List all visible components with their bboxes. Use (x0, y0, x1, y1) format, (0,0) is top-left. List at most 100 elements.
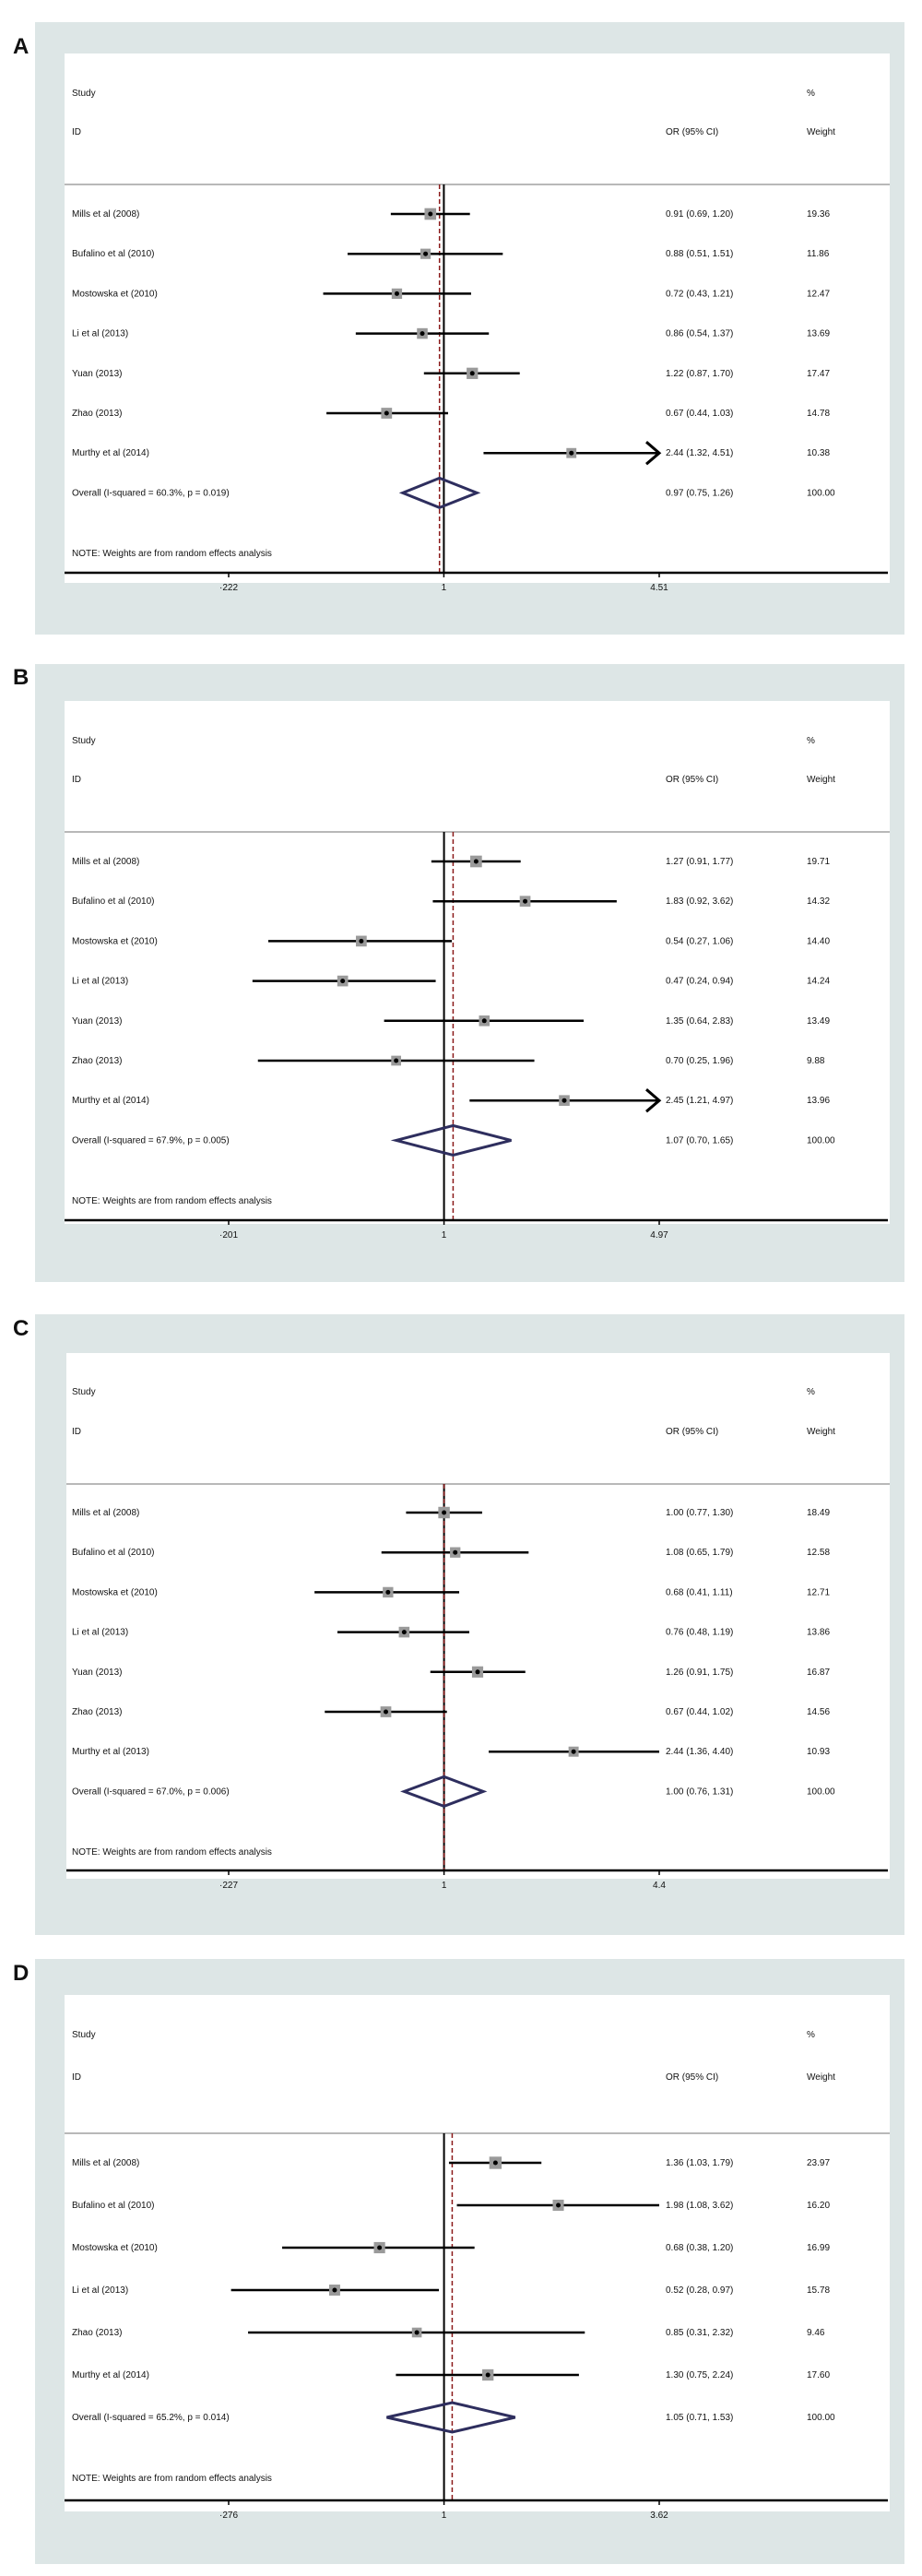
weight-value: 100.00 (807, 2413, 835, 2423)
weights-note: NOTE: Weights are from random effects an… (72, 2474, 272, 2484)
or-ci-value: 0.67 (0.44, 1.02) (666, 1707, 733, 1717)
study-label: Zhao (2013) (72, 1056, 122, 1066)
study-label: Mostowska et (2010) (72, 2243, 158, 2253)
weight-value: 16.87 (807, 1668, 830, 1678)
weight-value: 14.24 (807, 977, 830, 987)
or-ci-value: 1.00 (0.77, 1.30) (666, 1508, 733, 1518)
forest-panel-b: B Study ID OR (95% CI)% Weight Mills et al (2… (13, 664, 904, 1282)
pooled-diamond (386, 2401, 516, 2434)
weight-value: 12.58 (807, 1548, 830, 1558)
point-estimate (523, 898, 528, 904)
header-id: ID (72, 1427, 81, 1437)
point-estimate (394, 1058, 399, 1063)
pooled-diamond (390, 1123, 512, 1157)
panel-letter: A (13, 34, 29, 59)
header-percent: % (807, 1387, 815, 1397)
study-label: Mostowska et (2010) (72, 289, 158, 299)
weight-value: 13.69 (807, 329, 830, 339)
header-or-ci: OR (95% CI) (666, 2072, 718, 2083)
weight-value: 9.46 (807, 2328, 825, 2338)
overall-label: Overall (I-squared = 67.9%, p = 0.005) (72, 1135, 230, 1146)
weight-value: 19.71 (807, 857, 830, 867)
header-id: ID (72, 2072, 81, 2083)
or-ci-value: 0.68 (0.41, 1.11) (666, 1587, 733, 1597)
study-label: Bufalino et al (2010) (72, 2201, 155, 2211)
weight-value: 15.78 (807, 2285, 830, 2296)
x-tick-label: ·227 (219, 1881, 238, 1891)
or-ci-value: 2.45 (1.21, 4.97) (666, 1096, 733, 1106)
forest-panel-d: D Study ID OR (95% CI)% Weight Mills et al (2… (13, 1959, 904, 2564)
weight-value: 14.40 (807, 936, 830, 946)
weight-value: 14.56 (807, 1707, 830, 1717)
study-label: Li et al (2013) (72, 977, 128, 987)
overall-label: Overall (I-squared = 60.3%, p = 0.019) (72, 488, 230, 498)
study-label: Murthy et al (2014) (72, 2370, 149, 2380)
panel-letter: D (13, 1961, 29, 1986)
point-estimate (394, 291, 399, 296)
or-ci-value: 0.52 (0.28, 0.97) (666, 2285, 733, 2296)
study-label: Bufalino et al (2010) (72, 249, 155, 259)
point-estimate (469, 371, 475, 376)
study-label: Murthy et al (2013) (72, 1747, 149, 1757)
x-tick-label: ·276 (219, 2511, 238, 2521)
or-ci-value: 1.00 (0.76, 1.31) (666, 1787, 733, 1797)
overall-label: Overall (I-squared = 67.0%, p = 0.006) (72, 1787, 230, 1797)
study-label: Zhao (2013) (72, 1707, 122, 1717)
study-label: Yuan (2013) (72, 1016, 123, 1027)
study-label: Murthy et al (2014) (72, 448, 149, 458)
study-label: Mills et al (2008) (72, 209, 139, 220)
point-estimate (414, 2330, 420, 2335)
or-ci-value: 0.72 (0.43, 1.21) (666, 289, 733, 299)
forest-panel-c: C Study ID OR (95% CI)% Weight Mills et al (2… (13, 1314, 904, 1935)
point-estimate (423, 251, 429, 256)
x-tick-label: 1 (442, 1881, 447, 1891)
or-ci-value: 0.86 (0.54, 1.37) (666, 329, 733, 339)
study-label: Yuan (2013) (72, 369, 123, 379)
header-id: ID (72, 775, 81, 785)
header-study: Study (72, 2030, 96, 2040)
point-estimate (569, 450, 574, 456)
weight-value: 13.49 (807, 1016, 830, 1027)
point-estimate (561, 1098, 567, 1103)
weight-value: 11.86 (807, 249, 830, 259)
x-tick-label: 1 (442, 2511, 447, 2521)
weight-value: 18.49 (807, 1508, 830, 1518)
study-label: Bufalino et al (2010) (72, 1548, 155, 1558)
point-estimate (420, 331, 425, 337)
header-weight: Weight (807, 2072, 835, 2083)
study-label: Li et al (2013) (72, 329, 128, 339)
study-label: Mostowska et (2010) (72, 936, 158, 946)
plot-area (66, 1353, 890, 1879)
study-label: Zhao (2013) (72, 409, 122, 419)
header-study: Study (72, 1387, 96, 1397)
header-percent: % (807, 89, 815, 99)
point-estimate (492, 2160, 498, 2166)
header-weight: Weight (807, 127, 835, 137)
or-ci-value: 1.26 (0.91, 1.75) (666, 1668, 733, 1678)
ci-arrow-icon (645, 1088, 662, 1113)
study-label: Yuan (2013) (72, 1668, 123, 1678)
weights-note: NOTE: Weights are from random effects an… (72, 549, 272, 559)
study-label: Bufalino et al (2010) (72, 896, 155, 907)
or-ci-value: 1.07 (0.70, 1.65) (666, 1135, 733, 1146)
weight-value: 12.47 (807, 289, 830, 299)
weight-value: 100.00 (807, 1787, 835, 1797)
weight-value: 12.71 (807, 1587, 830, 1597)
point-estimate (377, 2245, 383, 2250)
or-ci-value: 1.08 (0.65, 1.79) (666, 1548, 733, 1558)
or-ci-value: 0.68 (0.38, 1.20) (666, 2243, 733, 2253)
weight-value: 14.78 (807, 409, 830, 419)
pooled-diamond (400, 1775, 488, 1809)
study-label: Mills et al (2008) (72, 857, 139, 867)
weight-value: 13.86 (807, 1628, 830, 1638)
pooled-diamond (398, 476, 481, 510)
x-tick-label: ·222 (219, 583, 238, 593)
point-estimate (332, 2287, 337, 2293)
weight-value: 9.88 (807, 1056, 825, 1066)
header-or-ci: OR (95% CI) (666, 1427, 718, 1437)
point-estimate (428, 211, 433, 217)
weight-value: 17.60 (807, 2370, 830, 2380)
or-ci-value: 1.98 (1.08, 3.62) (666, 2201, 733, 2211)
header-weight: Weight (807, 1427, 835, 1437)
